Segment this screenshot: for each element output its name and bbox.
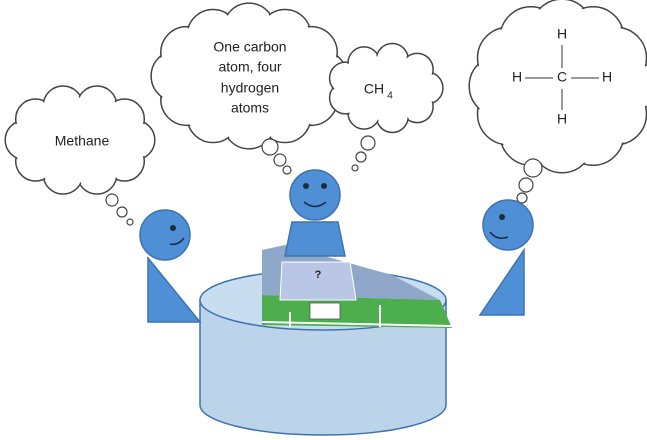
structural-formula [525,45,599,110]
atom: H [602,69,612,85]
thought-dot [105,193,119,207]
cloud-body [25,104,135,176]
thought-dot [518,177,534,193]
thought-dot [360,135,376,151]
formula: CH [364,81,384,97]
thought-text: hydrogen [221,80,279,96]
thought-dot [116,206,128,218]
person-middle [284,169,346,257]
thought-text: atoms [231,100,269,116]
atom: H [557,111,567,127]
person-left [139,209,202,323]
thought-text: One carbon [213,39,286,55]
thought-text: Methane [55,133,110,149]
thought-dot [282,165,292,175]
thought-dot [273,153,287,167]
cloud-body [500,30,624,142]
game-board: ? [261,245,453,328]
svg-text:?: ? [315,269,322,281]
formula-subscript: 4 [387,91,393,102]
thought-text: atom, four [218,59,281,75]
thought-dot [261,138,279,156]
cloud-body [177,29,321,123]
atom: C [557,69,567,85]
person-right [478,199,534,316]
atom: H [557,26,567,42]
thought-dot [523,158,543,178]
atom: H [512,69,522,85]
thought-dot [351,164,359,172]
thought-dot [516,192,528,204]
cloud-body [343,59,427,117]
thought-dot [355,151,367,163]
thought-dot [126,218,134,226]
thought-clouds [4,0,647,226]
